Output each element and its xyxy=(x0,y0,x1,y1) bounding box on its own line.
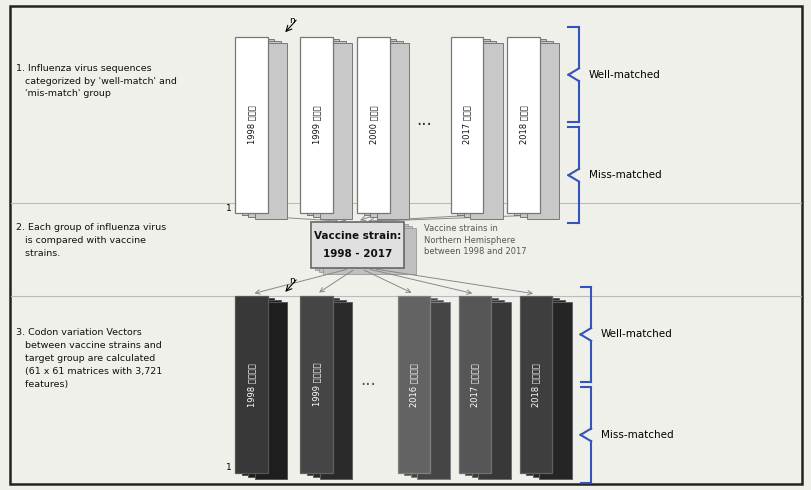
FancyBboxPatch shape xyxy=(458,296,491,473)
FancyBboxPatch shape xyxy=(520,41,552,217)
Text: n: n xyxy=(288,276,294,285)
Text: 2017 유행자: 2017 유행자 xyxy=(461,105,471,145)
FancyBboxPatch shape xyxy=(313,41,345,217)
FancyBboxPatch shape xyxy=(370,41,402,217)
FancyBboxPatch shape xyxy=(242,298,274,475)
FancyBboxPatch shape xyxy=(417,302,449,479)
FancyBboxPatch shape xyxy=(519,296,551,473)
FancyBboxPatch shape xyxy=(320,302,352,479)
Text: 1999 변이벡터: 1999 변이벡터 xyxy=(311,363,321,407)
Text: 1. Influenza virus sequences
   categorized by 'well-match' and
   'mis-match' g: 1. Influenza virus sequences categorized… xyxy=(16,64,177,98)
Text: 1998 유행자: 1998 유행자 xyxy=(247,105,256,145)
FancyBboxPatch shape xyxy=(457,39,489,215)
FancyBboxPatch shape xyxy=(307,298,339,475)
Text: 1998 - 2017: 1998 - 2017 xyxy=(322,249,392,259)
FancyBboxPatch shape xyxy=(478,302,510,479)
Text: ···: ··· xyxy=(359,376,375,393)
Text: 2000 유행자: 2000 유행자 xyxy=(368,106,378,144)
Text: 2016 변이벡터: 2016 변이벡터 xyxy=(409,363,418,407)
FancyBboxPatch shape xyxy=(397,296,430,473)
FancyBboxPatch shape xyxy=(307,39,339,215)
Text: 1: 1 xyxy=(225,464,232,472)
FancyBboxPatch shape xyxy=(470,43,502,219)
FancyBboxPatch shape xyxy=(410,300,443,477)
FancyBboxPatch shape xyxy=(526,298,558,475)
FancyBboxPatch shape xyxy=(532,300,564,477)
FancyBboxPatch shape xyxy=(311,221,404,269)
Text: 2017 변이벡터: 2017 변이벡터 xyxy=(470,363,479,407)
FancyBboxPatch shape xyxy=(507,37,539,213)
FancyBboxPatch shape xyxy=(248,300,281,477)
FancyBboxPatch shape xyxy=(255,43,287,219)
FancyBboxPatch shape xyxy=(404,298,436,475)
FancyBboxPatch shape xyxy=(315,223,408,270)
Text: n: n xyxy=(288,17,294,25)
Text: Vaccine strain:: Vaccine strain: xyxy=(313,231,401,241)
FancyBboxPatch shape xyxy=(463,41,496,217)
FancyBboxPatch shape xyxy=(235,296,268,473)
Text: 2018 변이벡터: 2018 변이벡터 xyxy=(530,363,540,407)
FancyBboxPatch shape xyxy=(313,300,345,477)
Text: 1: 1 xyxy=(225,204,232,213)
FancyBboxPatch shape xyxy=(471,300,504,477)
Text: Well-matched: Well-matched xyxy=(588,70,659,80)
Text: Miss-matched: Miss-matched xyxy=(588,170,660,180)
FancyBboxPatch shape xyxy=(320,43,352,219)
Text: 1999 유행자: 1999 유행자 xyxy=(311,106,321,144)
FancyBboxPatch shape xyxy=(450,37,483,213)
FancyBboxPatch shape xyxy=(235,37,268,213)
Text: 2018 유행자: 2018 유행자 xyxy=(518,105,528,145)
FancyBboxPatch shape xyxy=(465,298,497,475)
FancyBboxPatch shape xyxy=(248,41,281,217)
FancyBboxPatch shape xyxy=(319,225,412,272)
Text: 1998 변이벡터: 1998 변이벡터 xyxy=(247,363,256,407)
FancyBboxPatch shape xyxy=(242,39,274,215)
Text: Vaccine strains in
Northern Hemisphere
between 1998 and 2017: Vaccine strains in Northern Hemisphere b… xyxy=(423,224,526,256)
FancyBboxPatch shape xyxy=(526,43,559,219)
Text: 2. Each group of influenza virus
   is compared with vaccine
   strains.: 2. Each group of influenza virus is comp… xyxy=(16,223,166,258)
FancyBboxPatch shape xyxy=(300,37,333,213)
FancyBboxPatch shape xyxy=(357,37,389,213)
FancyBboxPatch shape xyxy=(255,302,287,479)
Text: 3. Codon variation Vectors
   between vaccine strains and
   target group are ca: 3. Codon variation Vectors between vacci… xyxy=(16,328,162,389)
Text: Miss-matched: Miss-matched xyxy=(600,430,672,440)
Text: ···: ··· xyxy=(415,116,431,134)
FancyBboxPatch shape xyxy=(363,39,396,215)
FancyBboxPatch shape xyxy=(323,227,416,274)
Text: Well-matched: Well-matched xyxy=(600,329,672,340)
FancyBboxPatch shape xyxy=(513,39,546,215)
FancyBboxPatch shape xyxy=(539,302,571,479)
FancyBboxPatch shape xyxy=(300,296,333,473)
FancyBboxPatch shape xyxy=(376,43,409,219)
